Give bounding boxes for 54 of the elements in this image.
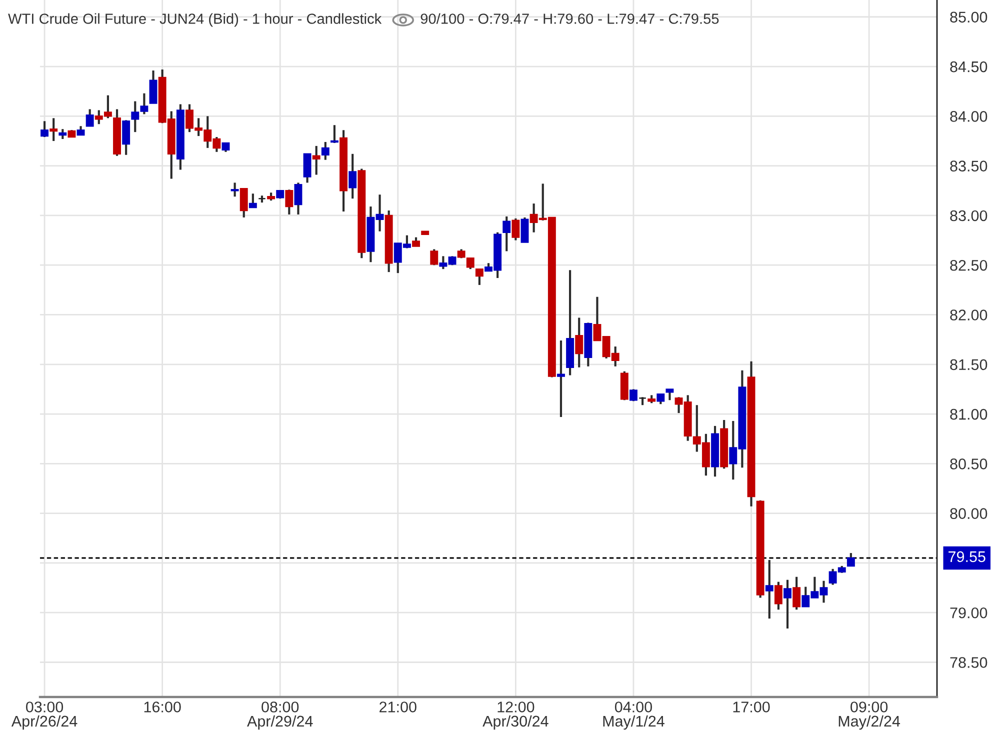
y-tick-label: 78.50 xyxy=(950,657,988,668)
candlestick xyxy=(575,316,584,368)
y-tick-label: 80.00 xyxy=(950,508,988,520)
candlestick xyxy=(430,248,438,266)
y-tick-label: 84.00 xyxy=(950,111,988,122)
candlestick xyxy=(58,128,67,140)
text: WTI Crude Oil Future - JUN24 (Bid) - 1 hour - Candlestick xyxy=(8,13,382,27)
candlestick xyxy=(122,119,130,156)
candlestick xyxy=(285,188,294,216)
candlestick xyxy=(502,215,511,252)
candlestick xyxy=(475,268,484,286)
x-tick-label: 03:00 Apr/26/24 xyxy=(11,702,78,730)
y-tick-label: 79.00 xyxy=(950,607,988,618)
x-tick-label: 12:00 Apr/30/24 xyxy=(482,702,548,730)
y-tick-label: 82.00 xyxy=(950,310,988,320)
y-tick-label: 80.50 xyxy=(950,458,988,470)
x-tick-label: 09:00 May/2/24 xyxy=(838,702,900,730)
candlestick xyxy=(50,117,58,142)
text: 90/100 - O:79.47 - H:79.60 - L:79.47 - C:79.55 xyxy=(420,13,719,24)
y-tick-label: 83.50 xyxy=(950,160,988,172)
candlestick xyxy=(774,580,782,611)
candlestick xyxy=(846,552,855,567)
candlestick xyxy=(784,578,792,630)
x-tick-label: 21:00 xyxy=(380,702,416,712)
candlestick xyxy=(149,69,158,104)
x-tick-label: 08:00 Apr/29/24 xyxy=(247,702,313,730)
candlestick xyxy=(666,388,674,402)
candlestick xyxy=(520,216,529,244)
candlestick xyxy=(294,182,302,216)
candlestick xyxy=(765,558,774,620)
y-tick-label: 81.00 xyxy=(950,408,988,420)
y-tick-label: 83.00 xyxy=(950,210,988,222)
candlestick xyxy=(512,217,520,242)
y-tick-label: 85.00 xyxy=(950,12,988,23)
candlestick xyxy=(557,340,565,418)
candlestick xyxy=(86,108,94,128)
candlestick xyxy=(656,393,665,406)
candlestick xyxy=(248,192,257,209)
y-tick-label: 82.50 xyxy=(950,260,988,271)
candlestick xyxy=(330,124,338,144)
x-tick-label: 17:00 xyxy=(733,702,770,712)
candlestick xyxy=(321,140,330,161)
y-tick-label: 84.50 xyxy=(950,61,988,72)
candlestick xyxy=(348,152,357,200)
candlestick xyxy=(240,188,248,218)
candlestick xyxy=(792,576,801,611)
y-tick-label: 81.50 xyxy=(950,359,988,370)
x-tick-label: 04:00 May/1/24 xyxy=(603,702,664,730)
ref-line-label: 79.55 xyxy=(948,551,986,562)
x-tick-label: 16:00 xyxy=(144,702,181,712)
candlestick xyxy=(312,144,320,176)
candlestick xyxy=(40,120,49,138)
candlestick xyxy=(230,182,239,198)
candlestick xyxy=(303,152,312,184)
